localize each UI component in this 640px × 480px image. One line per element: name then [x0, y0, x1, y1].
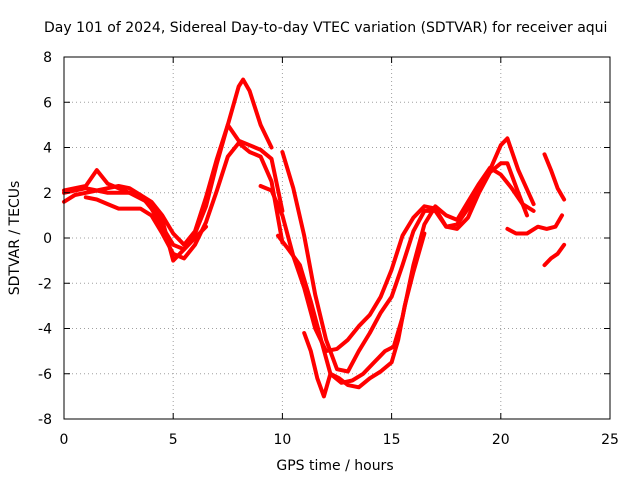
x-tick-label: 20: [492, 432, 510, 448]
y-tick-label: 6: [43, 95, 52, 111]
y-tick-label: -4: [38, 322, 52, 338]
x-tick-label: 10: [273, 432, 291, 448]
y-tick-label: -8: [38, 412, 52, 428]
y-tick-labels: 8 6 4 2 0 -2 -4 -6 -8: [38, 50, 52, 428]
x-tick-label: 0: [60, 432, 69, 448]
y-tick-label: 8: [43, 50, 52, 66]
series-track-10: [542, 152, 567, 202]
y-tick-label: 4: [43, 141, 52, 157]
x-tick-label: 15: [383, 432, 401, 448]
series-track-6: [280, 136, 536, 374]
series-track-11: [542, 242, 567, 268]
chart-title: Day 101 of 2024, Sidereal Day-to-day VTE…: [44, 20, 607, 36]
y-tick-label: -2: [38, 276, 52, 292]
series-layer: [62, 77, 567, 399]
series-track-5: [258, 161, 529, 354]
y-tick-label: 2: [43, 186, 52, 202]
series-track-8: [302, 231, 427, 399]
series-track-7: [276, 165, 536, 385]
series-track-2: [62, 77, 274, 252]
y-axis-label: SDTVAR / TECUs: [7, 181, 23, 296]
y-tick-label: 0: [43, 231, 52, 247]
x-tick-labels: 0 5 10 15 20 25: [60, 432, 619, 448]
series-track-4: [62, 168, 208, 263]
series-track-9: [505, 213, 564, 236]
x-axis-label: GPS time / hours: [276, 458, 393, 474]
x-tick-label: 25: [601, 432, 619, 448]
series-track-1: [62, 122, 285, 247]
y-tick-label: -6: [38, 367, 52, 383]
tick-marks: [63, 56, 611, 420]
series-track-3: [83, 141, 285, 261]
x-tick-label: 5: [169, 432, 178, 448]
